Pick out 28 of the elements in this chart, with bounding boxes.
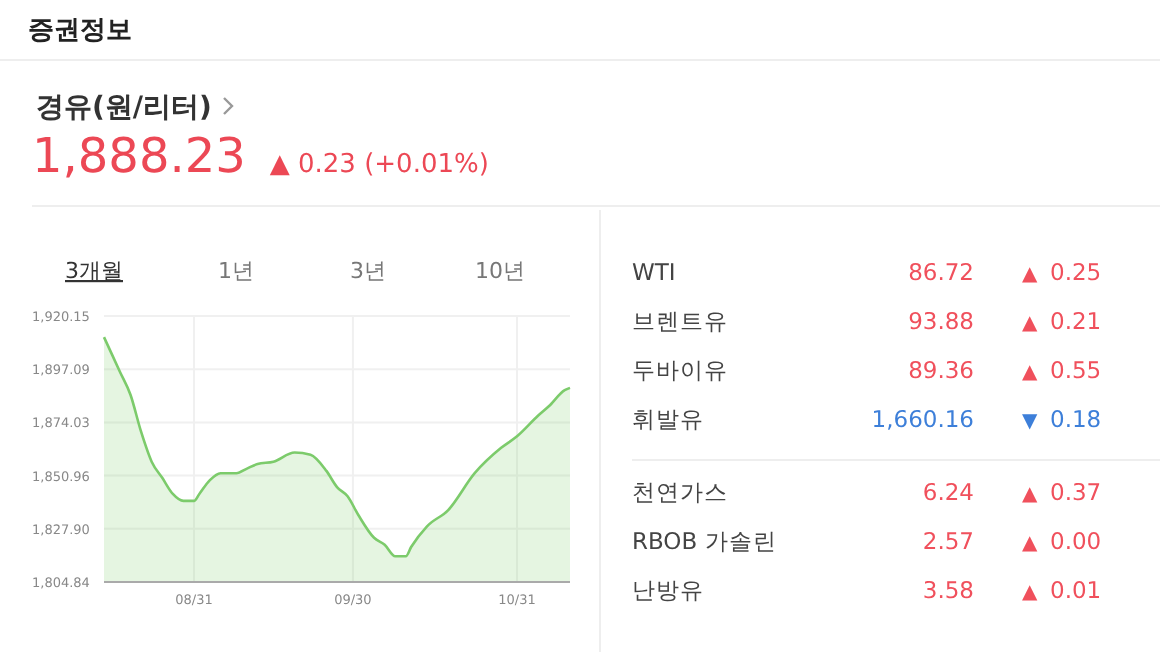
text: 3개월 — [65, 258, 123, 284]
text: ▲ 0.25 — [1022, 258, 1102, 286]
chart-title: 경유(원/리터) — [36, 92, 212, 124]
text: 증권정보 — [28, 16, 132, 46]
text: ▲ 0.21 — [1022, 307, 1102, 335]
text: 1,660.16 — [871, 405, 974, 433]
text: 93.88 — [908, 307, 974, 335]
text: ▲ 0.00 — [1022, 527, 1102, 555]
text: 2.57 — [922, 527, 974, 555]
text: 난방유 — [632, 576, 704, 604]
text: 6.24 — [922, 478, 974, 506]
text: 10년 — [475, 258, 525, 284]
text: ▲ 0.01 — [1022, 576, 1102, 604]
text: 브렌트유 — [632, 307, 728, 335]
text: WTI — [632, 258, 676, 286]
text: RBOB 가솔린 — [632, 527, 777, 555]
text: 1년 — [218, 258, 254, 284]
text: 89.36 — [908, 356, 974, 384]
text: ▲ 0.37 — [1022, 478, 1102, 506]
text: 두바이유 — [632, 356, 728, 384]
text: 3년 — [350, 258, 386, 284]
text: ▲ 0.55 — [1022, 356, 1102, 384]
text: ▼ 0.18 — [1022, 405, 1102, 433]
text: 천연가스 — [632, 478, 728, 506]
text: 3.58 — [922, 576, 974, 604]
text: 휘발유 — [632, 405, 704, 433]
text: 86.72 — [908, 258, 974, 286]
chart-subtitle: 1,888.23 ▲ 0.23 (+0.01%) — [32, 128, 489, 184]
